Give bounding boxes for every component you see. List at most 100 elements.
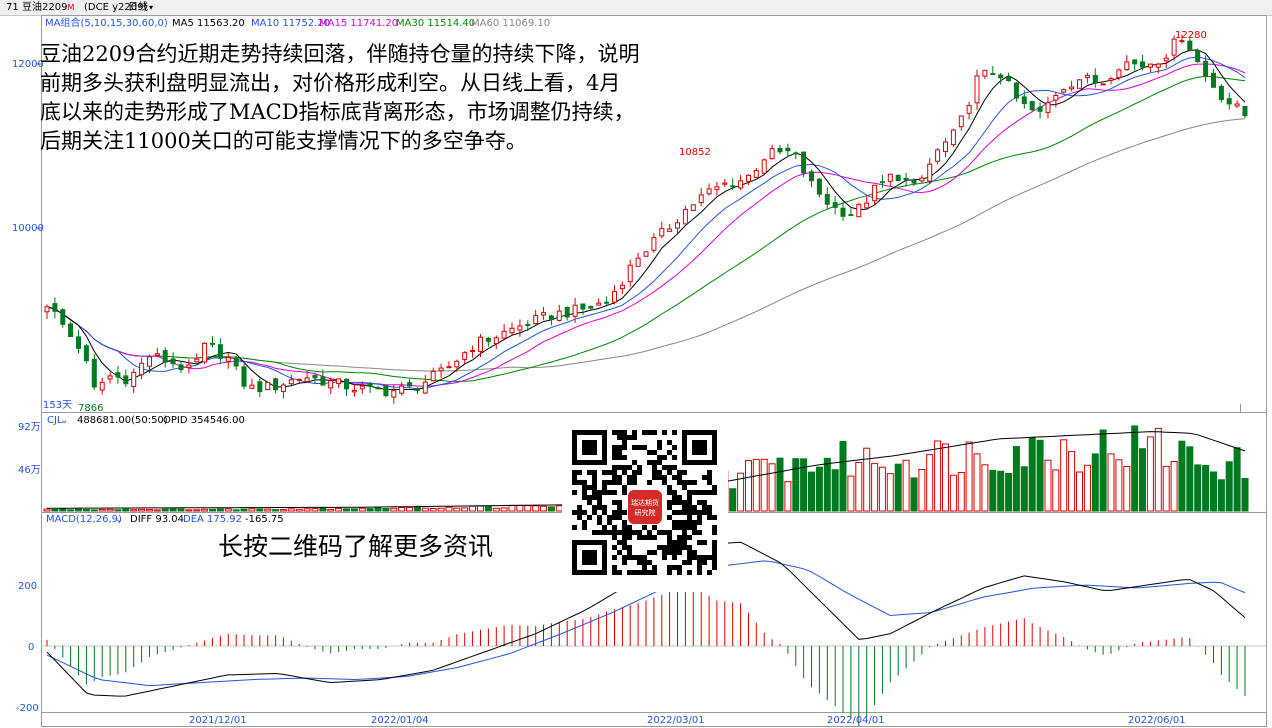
qr-module [612,530,617,535]
volume-bar [358,507,366,512]
volume-bar [1146,436,1154,512]
candle-body [280,384,286,392]
ma5-value: MA5 11563.20 [172,18,245,29]
qr-module [597,500,602,505]
qr-module [597,495,602,500]
candle-body [131,371,137,387]
period-selector[interactable]: 日线 ▾ [128,0,153,15]
qr-module [672,495,677,500]
volume-bar [1225,461,1233,512]
candle [785,143,791,157]
candle [572,297,578,323]
qr-module [652,550,657,555]
volume-bar [847,475,855,512]
candle [391,384,397,404]
candle [596,298,602,306]
candle [430,367,436,382]
qr-module [672,550,677,555]
volume-bar [878,466,886,512]
candle-body [1140,61,1145,68]
candle-body [556,310,562,321]
cjl-label[interactable]: CJL [47,415,63,426]
candle-body [627,264,633,283]
volume-bar [193,509,201,512]
candle-body [1053,95,1059,101]
volume-bar [287,508,295,512]
macd-label[interactable]: MACD(12,26,9) [46,514,122,525]
candle [1155,62,1161,74]
candle-body [872,184,878,202]
candle [265,381,271,391]
candle [927,158,933,185]
candle-body [91,358,97,388]
qr-module [627,475,632,480]
volume-bar [1131,425,1139,512]
candle [68,321,74,338]
volume-bar [130,509,138,512]
volume-bar [350,508,358,512]
candle [533,310,539,325]
candle [147,354,152,373]
qr-module [682,540,687,545]
qr-module [612,445,617,450]
volume-bar [1099,429,1107,512]
qr-module [622,555,627,560]
qr-module [612,500,617,505]
volume-bar [232,509,240,512]
candle-body [170,358,176,365]
qr-module [697,530,702,535]
candle [485,336,491,347]
volume-bar [532,505,540,512]
volume-bar [1012,446,1020,512]
candle [619,281,625,295]
cjl-chevron-icon[interactable]: ⌄ [60,415,68,426]
volume-bar [942,443,949,512]
volume-bar [871,463,879,512]
qr-module [677,475,682,480]
volume-bar [224,508,232,512]
candle-body [801,151,807,174]
volume-bar [1241,478,1249,512]
qr-module [662,475,667,480]
qr-code[interactable]: 瑞达期货 研究院 [562,418,728,592]
candle [76,329,81,354]
volume-bar [1044,459,1052,512]
volume-bar [153,509,161,512]
candle-body [178,364,184,371]
qr-module [597,530,602,535]
qr-module [612,450,617,455]
qr-module [677,570,682,575]
volume-bar [437,507,445,512]
cjl-value: 488681.00(50:50) [77,415,168,426]
qr-module [707,475,712,480]
qr-module [617,540,622,545]
macd-chevron-icon[interactable]: ⌄ [115,514,123,525]
candle [667,224,673,232]
candle-body [462,352,468,360]
qr-module [652,470,657,475]
qr-module [612,470,617,475]
instrument-name[interactable]: 豆油2209M [22,0,74,15]
candle-body [1226,98,1232,105]
qr-module [572,470,577,475]
qr-module [647,570,652,575]
volume-bar [839,441,847,512]
chevron-down-icon: ▾ [149,3,154,12]
ma-group-label[interactable]: MA组合(5,10,15,30,60,0) [45,16,168,29]
qr-module [652,450,657,455]
volume-bar [469,505,477,512]
qr-module [637,445,642,450]
volume-bar [303,508,311,512]
qr-module [612,465,617,470]
candle [643,250,649,257]
volume-bar [540,505,547,512]
candle-body [1242,105,1248,117]
candle [824,187,830,209]
macd-tick-200: 200 [18,581,37,592]
qr-module [617,515,622,520]
candle [351,383,357,397]
candle-body [194,358,200,363]
candle [375,385,381,390]
qr-module [672,525,677,530]
qr-module [582,495,587,500]
